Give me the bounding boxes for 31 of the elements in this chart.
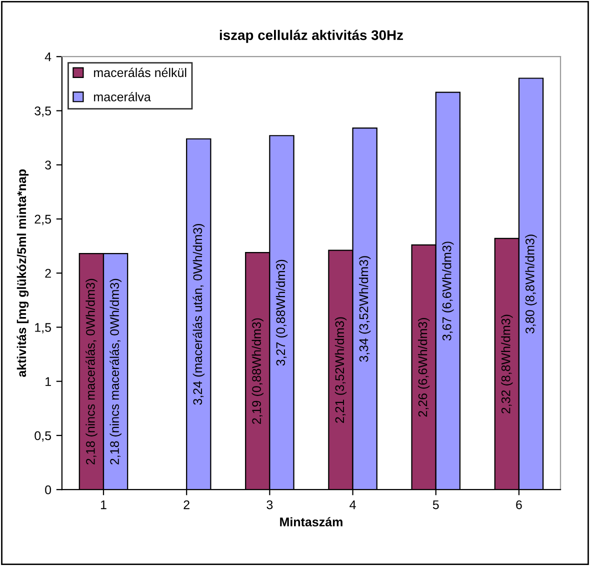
legend-label: macerálás nélkül (94, 68, 186, 78)
y-tick-label: 4 (44, 52, 52, 62)
x-tick-label: 6 (516, 500, 522, 510)
x-tick-label: 5 (432, 500, 439, 510)
y-axis-title: aktivitás [mg glükóz/5ml minta*nap (16, 169, 29, 377)
data-label: 2,19 (0,88Wh/dm3) (252, 318, 264, 424)
y-tick-label: 3 (45, 160, 51, 170)
data-label: 3,67 (6,6Wh/dm3) (442, 242, 454, 340)
y-tick-label: 1 (46, 377, 51, 386)
data-label: 2,32 (8,8Wh/dm3) (501, 314, 513, 414)
x-tick-label: 2 (184, 500, 190, 510)
x-tick-label: 4 (350, 500, 356, 510)
y-tick-label: 2 (45, 268, 51, 278)
x-tick-label: 3 (266, 500, 273, 510)
data-label: 2,18 (nincs macerálás, 0Wh/dm3) (86, 278, 98, 464)
y-tick-label: 3,5 (34, 106, 52, 117)
data-label: 3,34 (3,52Wh/dm3) (358, 256, 371, 362)
data-label: 3,27 (0,88Wh/dm3) (276, 260, 288, 366)
legend-label: macerálva (94, 92, 151, 102)
data-label: 3,80 (8,8Wh/dm3) (525, 234, 537, 334)
y-tick-label: 0,5 (34, 431, 52, 442)
y-tick-label: 2,5 (34, 214, 52, 226)
x-tick-label: 1 (100, 500, 106, 510)
data-label: 2,21 (3,52Wh/dm3) (334, 317, 347, 423)
y-tick-label: 0 (45, 485, 52, 494)
data-label: 2,26 (6,6Wh/dm3) (418, 318, 430, 417)
y-tick-label: 1,5 (35, 323, 52, 334)
data-label: 3,24 (macerálás után, 0Wh/dm3) (192, 224, 205, 405)
x-axis-title: Mintaszám (280, 517, 342, 526)
data-label: 2,18 (nincs macerálás, 0Wh/dm3) (110, 278, 122, 464)
chart-title: iszap celluláz aktivitás 30Hz (220, 30, 403, 43)
